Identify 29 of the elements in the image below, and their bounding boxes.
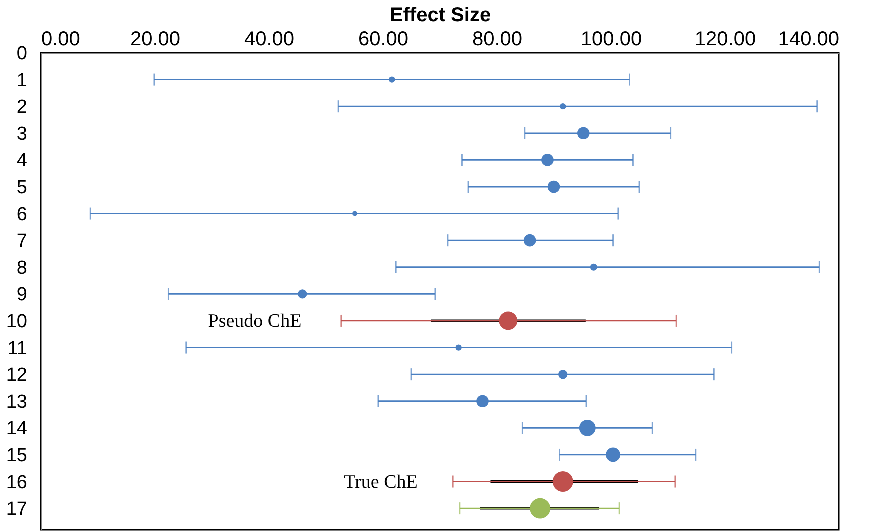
y-tick-label: 12: [6, 365, 28, 386]
y-tick-label: 6: [16, 204, 28, 226]
x-tick-label: 120.00: [694, 28, 756, 50]
y-tick-label: 13: [6, 392, 28, 413]
y-tick-label: 15: [6, 445, 28, 466]
y-tick-label: 7: [16, 231, 28, 252]
y-tick-label: 11: [8, 338, 28, 360]
y-tick-label: 4: [16, 150, 28, 172]
y-tick-label: 0: [16, 44, 28, 64]
x-tick-label: 100.00: [580, 28, 642, 50]
x-tick-label: 140.00: [778, 28, 840, 50]
y-tick-label: 9: [16, 284, 28, 306]
y-tick-label: 17: [6, 499, 28, 520]
y-tick-label: 14: [6, 418, 28, 440]
y-tick-label: 8: [16, 258, 28, 279]
x-tick-label: 0.00: [42, 28, 80, 50]
y-tick-label: 10: [6, 311, 28, 332]
annotation: Pseudo ChE: [208, 311, 302, 332]
x-axis-title: Effect Size: [390, 4, 492, 26]
y-tick-label: 5: [16, 177, 28, 198]
x-tick-label: 80.00: [472, 28, 523, 50]
y-tick-label: 2: [16, 97, 28, 118]
annotation: True ChE: [344, 472, 418, 493]
y-tick-label: 16: [6, 472, 28, 494]
x-tick-label: 60.00: [358, 28, 409, 50]
x-tick-label: 20.00: [130, 28, 181, 50]
y-tick-label: 1: [16, 70, 28, 92]
x-tick-label: 40.00: [244, 28, 295, 50]
y-tick-label: 3: [16, 124, 28, 145]
